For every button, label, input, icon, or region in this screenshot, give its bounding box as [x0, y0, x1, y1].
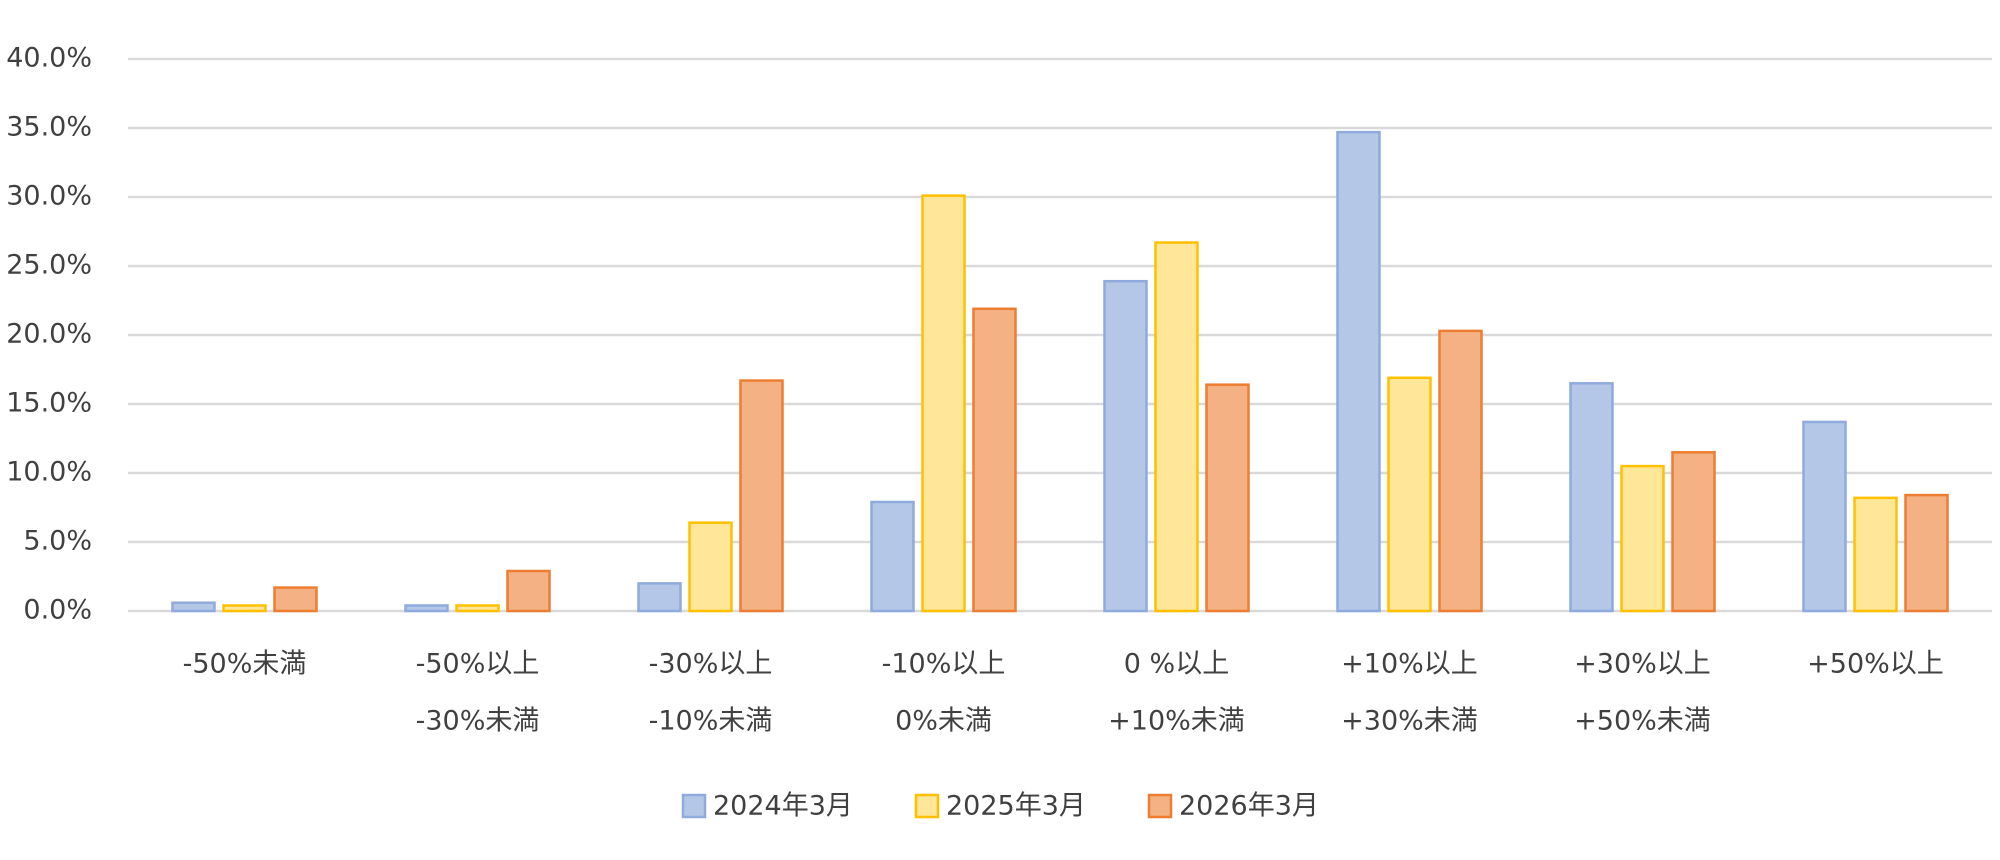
legend-label: 2026年3月 [1179, 791, 1319, 822]
x-tick-label: +30%以上 [1574, 649, 1711, 680]
bar [688, 521, 733, 613]
x-tick-label: -10%以上 [882, 649, 1006, 680]
y-tick-label: 15.0% [6, 388, 92, 419]
bar [1569, 382, 1614, 613]
bar [404, 604, 449, 613]
x-tick-label: +10%未満 [1108, 706, 1245, 737]
x-tick-label: -30%未満 [416, 706, 540, 737]
bar [1904, 493, 1949, 613]
x-tick-label: 0 %以上 [1124, 649, 1229, 680]
bar [637, 582, 682, 613]
bar [455, 604, 500, 613]
bar [1853, 496, 1898, 613]
bar [1438, 329, 1483, 613]
x-tick-label: +50%未満 [1574, 706, 1711, 737]
bar [171, 601, 216, 613]
bar [1620, 464, 1665, 613]
y-tick-label: 5.0% [23, 526, 92, 557]
bar [921, 194, 966, 613]
bar [506, 569, 551, 613]
bar [972, 307, 1017, 613]
bar [1103, 279, 1148, 613]
bar [1205, 383, 1250, 613]
legend-swatch [914, 793, 940, 819]
bar [1154, 241, 1199, 613]
bar [870, 500, 915, 613]
y-tick-label: 20.0% [6, 319, 92, 350]
x-tick-label: +10%以上 [1341, 649, 1478, 680]
y-tick-label: 25.0% [6, 250, 92, 281]
y-tick-label: 0.0% [23, 595, 92, 626]
y-tick-label: 10.0% [6, 457, 92, 488]
bar [739, 379, 784, 613]
legend-swatch [1147, 793, 1173, 819]
x-tick-label: 0%未満 [895, 706, 992, 737]
bar [273, 586, 318, 613]
x-tick-label: -30%以上 [649, 649, 773, 680]
x-tick-label: -10%未満 [649, 706, 773, 737]
x-tick-label: -50%以上 [416, 649, 540, 680]
y-tick-label: 35.0% [6, 112, 92, 143]
bar [222, 604, 267, 613]
legend-label: 2025年3月 [946, 791, 1086, 822]
bar [1336, 130, 1381, 613]
y-tick-label: 40.0% [6, 43, 92, 74]
bar [1671, 451, 1716, 613]
legend-label: 2024年3月 [713, 791, 853, 822]
x-tick-label: +50%以上 [1807, 649, 1944, 680]
bar [1802, 420, 1847, 613]
x-tick-label: +30%未満 [1341, 706, 1478, 737]
y-tick-label: 30.0% [6, 181, 92, 212]
x-tick-label: -50%未満 [183, 649, 307, 680]
bar [1387, 376, 1432, 613]
legend-swatch [681, 793, 707, 819]
